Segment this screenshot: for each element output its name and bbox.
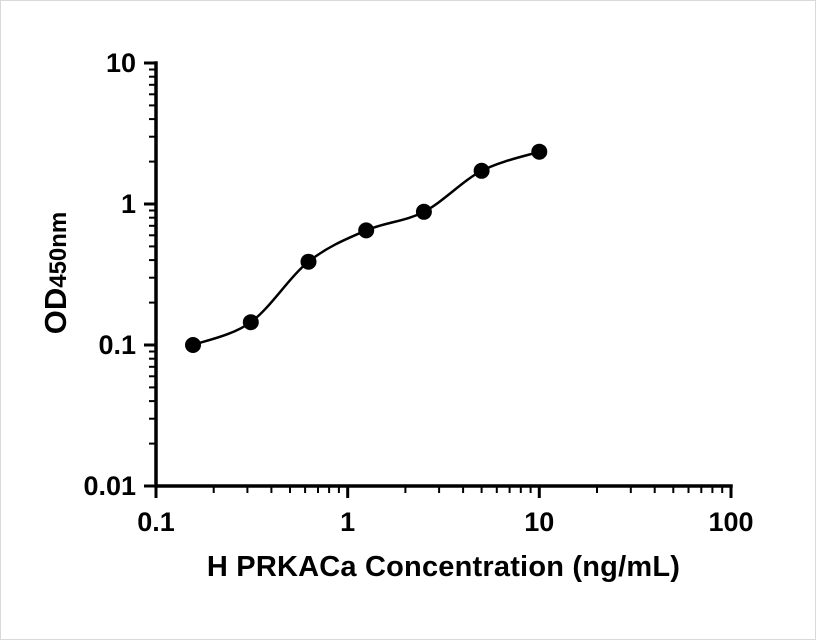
y-tick-label: 10	[106, 48, 136, 78]
data-point	[242, 314, 259, 331]
data-point	[415, 203, 432, 220]
x-tick-label: 100	[708, 507, 753, 537]
x-tick-label: 10	[524, 507, 554, 537]
data-point	[531, 143, 548, 160]
data-point	[358, 222, 375, 239]
x-axis-title: H PRKACa Concentration (ng/mL)	[206, 551, 681, 583]
axis-lines	[154, 61, 733, 488]
data-point	[185, 337, 201, 353]
y-tick-label: 1	[121, 189, 136, 219]
x-tick-label: 0.1	[137, 507, 175, 537]
y-axis-title-sub: 450nm	[45, 211, 72, 288]
y-axis-title-main: OD	[38, 287, 73, 335]
data-point	[300, 253, 317, 270]
y-axis-title: OD450nm	[38, 212, 74, 335]
y-tick-label: 0.1	[98, 330, 136, 360]
data-point	[473, 162, 490, 179]
fit-curve	[192, 150, 540, 347]
x-tick-label: 1	[340, 507, 355, 537]
y-tick-label: 0.01	[83, 471, 136, 501]
